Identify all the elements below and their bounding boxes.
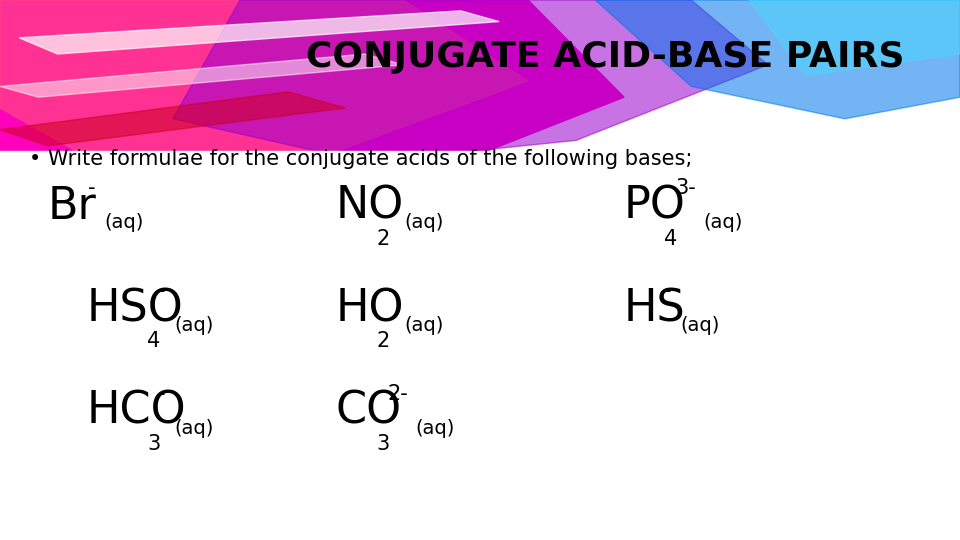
Text: HSO: HSO <box>86 287 183 330</box>
Polygon shape <box>0 54 403 97</box>
Text: 4: 4 <box>664 228 678 248</box>
Text: 2: 2 <box>376 228 390 248</box>
Polygon shape <box>19 11 499 54</box>
Text: HO: HO <box>336 287 404 330</box>
Text: 2-: 2- <box>388 383 409 403</box>
Polygon shape <box>0 92 346 146</box>
Text: (aq): (aq) <box>704 213 743 232</box>
Polygon shape <box>0 0 624 189</box>
Text: (aq): (aq) <box>404 213 444 232</box>
Text: • Write formulae for the conjugate acids of the following bases;: • Write formulae for the conjugate acids… <box>29 149 692 170</box>
Text: -: - <box>88 178 96 198</box>
Text: PO: PO <box>624 185 685 228</box>
Text: 2: 2 <box>376 331 390 351</box>
Text: -: - <box>158 383 166 403</box>
Text: (aq): (aq) <box>105 213 144 232</box>
Polygon shape <box>173 0 768 162</box>
Text: 3-: 3- <box>676 178 697 198</box>
Text: -: - <box>158 281 166 301</box>
Text: CONJUGATE ACID-BASE PAIRS: CONJUGATE ACID-BASE PAIRS <box>305 40 904 73</box>
Text: (aq): (aq) <box>175 418 214 437</box>
Text: (aq): (aq) <box>416 418 455 437</box>
Text: HS: HS <box>624 287 685 330</box>
Text: NO: NO <box>336 185 404 228</box>
Text: (aq): (aq) <box>681 316 720 335</box>
Text: 3: 3 <box>147 434 160 454</box>
Text: (aq): (aq) <box>404 316 444 335</box>
Polygon shape <box>749 0 960 76</box>
Text: (aq): (aq) <box>175 316 214 335</box>
Polygon shape <box>595 0 960 119</box>
Polygon shape <box>0 0 528 173</box>
Text: CO: CO <box>336 390 402 433</box>
Text: -: - <box>388 281 396 301</box>
Polygon shape <box>0 151 960 540</box>
Text: 3: 3 <box>376 434 390 454</box>
Text: Br: Br <box>48 185 97 228</box>
Text: -: - <box>664 281 672 301</box>
Text: -: - <box>388 178 396 198</box>
Text: HCO: HCO <box>86 390 186 433</box>
Text: 4: 4 <box>147 331 160 351</box>
